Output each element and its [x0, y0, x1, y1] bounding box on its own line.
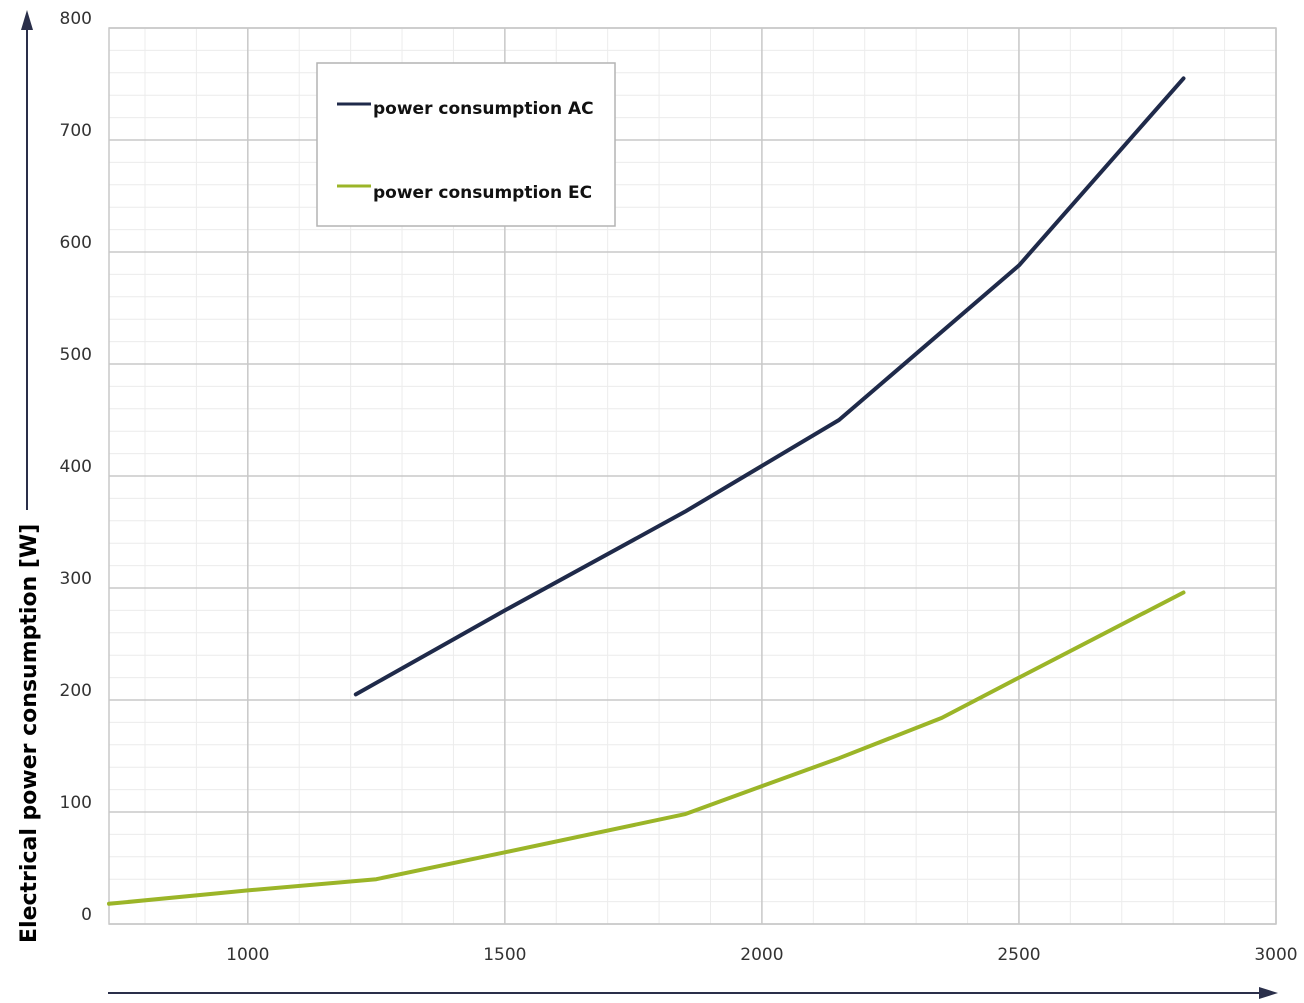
y-axis-arrow: [21, 10, 33, 510]
y-tick-label: 400: [60, 457, 92, 477]
plot-frame: [108, 27, 1277, 925]
series-layer: [107, 76, 1186, 906]
series-line-ac: [353, 76, 1186, 697]
legend: power consumption AC power consumption E…: [316, 62, 616, 227]
y-tick-label: 100: [60, 793, 92, 813]
y-tick-label: 300: [60, 569, 92, 589]
legend-label-ac: power consumption AC: [373, 99, 594, 119]
x-tick-label: 3000: [1254, 945, 1297, 965]
series-line-ec: [107, 590, 1186, 906]
x-tick-label: 1000: [226, 945, 269, 965]
x-tick-label: 2500: [997, 945, 1040, 965]
y-tick-label: 600: [60, 233, 92, 253]
y-axis-label: Electrical power consumption [W]: [17, 524, 42, 943]
y-tick-labels: 0 100 200 300 400 500 600 700 800: [60, 9, 92, 925]
x-tick-labels: 1000 1500 2000 2500 3000: [226, 945, 1297, 965]
y-tick-label: 0: [81, 905, 92, 925]
y-tick-label: 800: [60, 9, 92, 29]
y-tick-label: 500: [60, 345, 92, 365]
y-tick-label: 700: [60, 121, 92, 141]
x-axis-arrow: [108, 987, 1278, 999]
x-tick-label: 2000: [740, 945, 783, 965]
x-tick-label: 1500: [483, 945, 526, 965]
legend-label-ec: power consumption EC: [373, 183, 592, 203]
legend-box: [316, 62, 616, 227]
y-tick-label: 200: [60, 681, 92, 701]
